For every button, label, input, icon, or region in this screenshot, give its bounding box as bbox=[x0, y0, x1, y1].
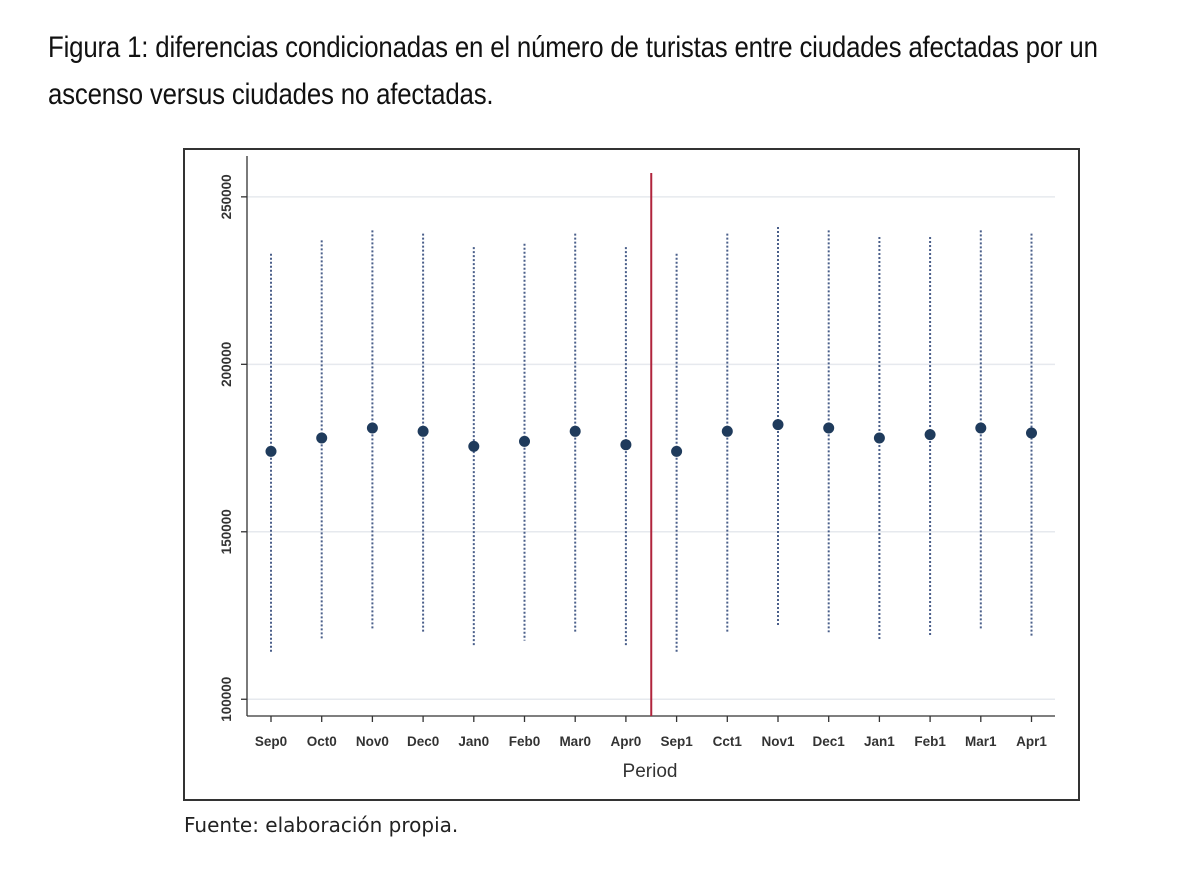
y-tick-label: 100000 bbox=[219, 677, 234, 722]
data-point bbox=[468, 440, 480, 452]
x-tick-label: Feb1 bbox=[914, 734, 946, 749]
data-points bbox=[265, 419, 1037, 457]
data-point bbox=[519, 435, 530, 447]
x-tick-label: Oct0 bbox=[307, 734, 337, 749]
x-tick-label: Dec1 bbox=[813, 734, 846, 749]
data-point bbox=[975, 422, 987, 434]
figure-source: Fuente: elaboración propia. bbox=[184, 813, 459, 837]
data-point bbox=[924, 429, 936, 441]
data-point bbox=[417, 425, 429, 437]
chart-frame bbox=[183, 148, 1080, 801]
data-point bbox=[265, 445, 277, 457]
data-point bbox=[772, 419, 784, 431]
y-tick-label: 200000 bbox=[219, 342, 234, 387]
data-point bbox=[873, 432, 885, 444]
x-tick-label: Cct1 bbox=[713, 734, 743, 749]
data-point bbox=[823, 422, 835, 434]
x-tick-label: Jan1 bbox=[864, 734, 895, 749]
y-tick-label: 250000 bbox=[219, 174, 234, 219]
data-point bbox=[569, 425, 581, 437]
x-axis-title: Period bbox=[623, 761, 678, 782]
x-tick-label: Mar1 bbox=[965, 734, 997, 749]
data-point bbox=[1026, 427, 1037, 439]
x-tick-label: Sep0 bbox=[255, 734, 287, 749]
figure-title: Figura 1: diferencias condicionadas en e… bbox=[48, 31, 1098, 111]
x-tick-label: Apr0 bbox=[611, 734, 642, 749]
x-tick-label: Sep1 bbox=[660, 734, 693, 749]
x-tick-label: Mar0 bbox=[559, 734, 591, 749]
x-tick-label: Nov1 bbox=[761, 734, 795, 749]
x-tick-label: Apr1 bbox=[1016, 734, 1047, 749]
y-tick-label: 150000 bbox=[219, 509, 234, 554]
x-tick-label: Jan0 bbox=[458, 734, 489, 749]
data-point bbox=[620, 439, 632, 451]
tick-labels: 100000 150000 200000 250000 Sep0 Oct0 Nov0 Dec0… bbox=[219, 174, 1047, 749]
data-point bbox=[671, 445, 683, 457]
x-tick-label: Nov0 bbox=[356, 734, 389, 749]
data-point bbox=[721, 425, 733, 437]
x-tick-label: Dec0 bbox=[407, 734, 439, 749]
data-point bbox=[366, 422, 378, 434]
x-tick-label: Feb0 bbox=[509, 734, 541, 749]
data-point bbox=[316, 432, 328, 444]
